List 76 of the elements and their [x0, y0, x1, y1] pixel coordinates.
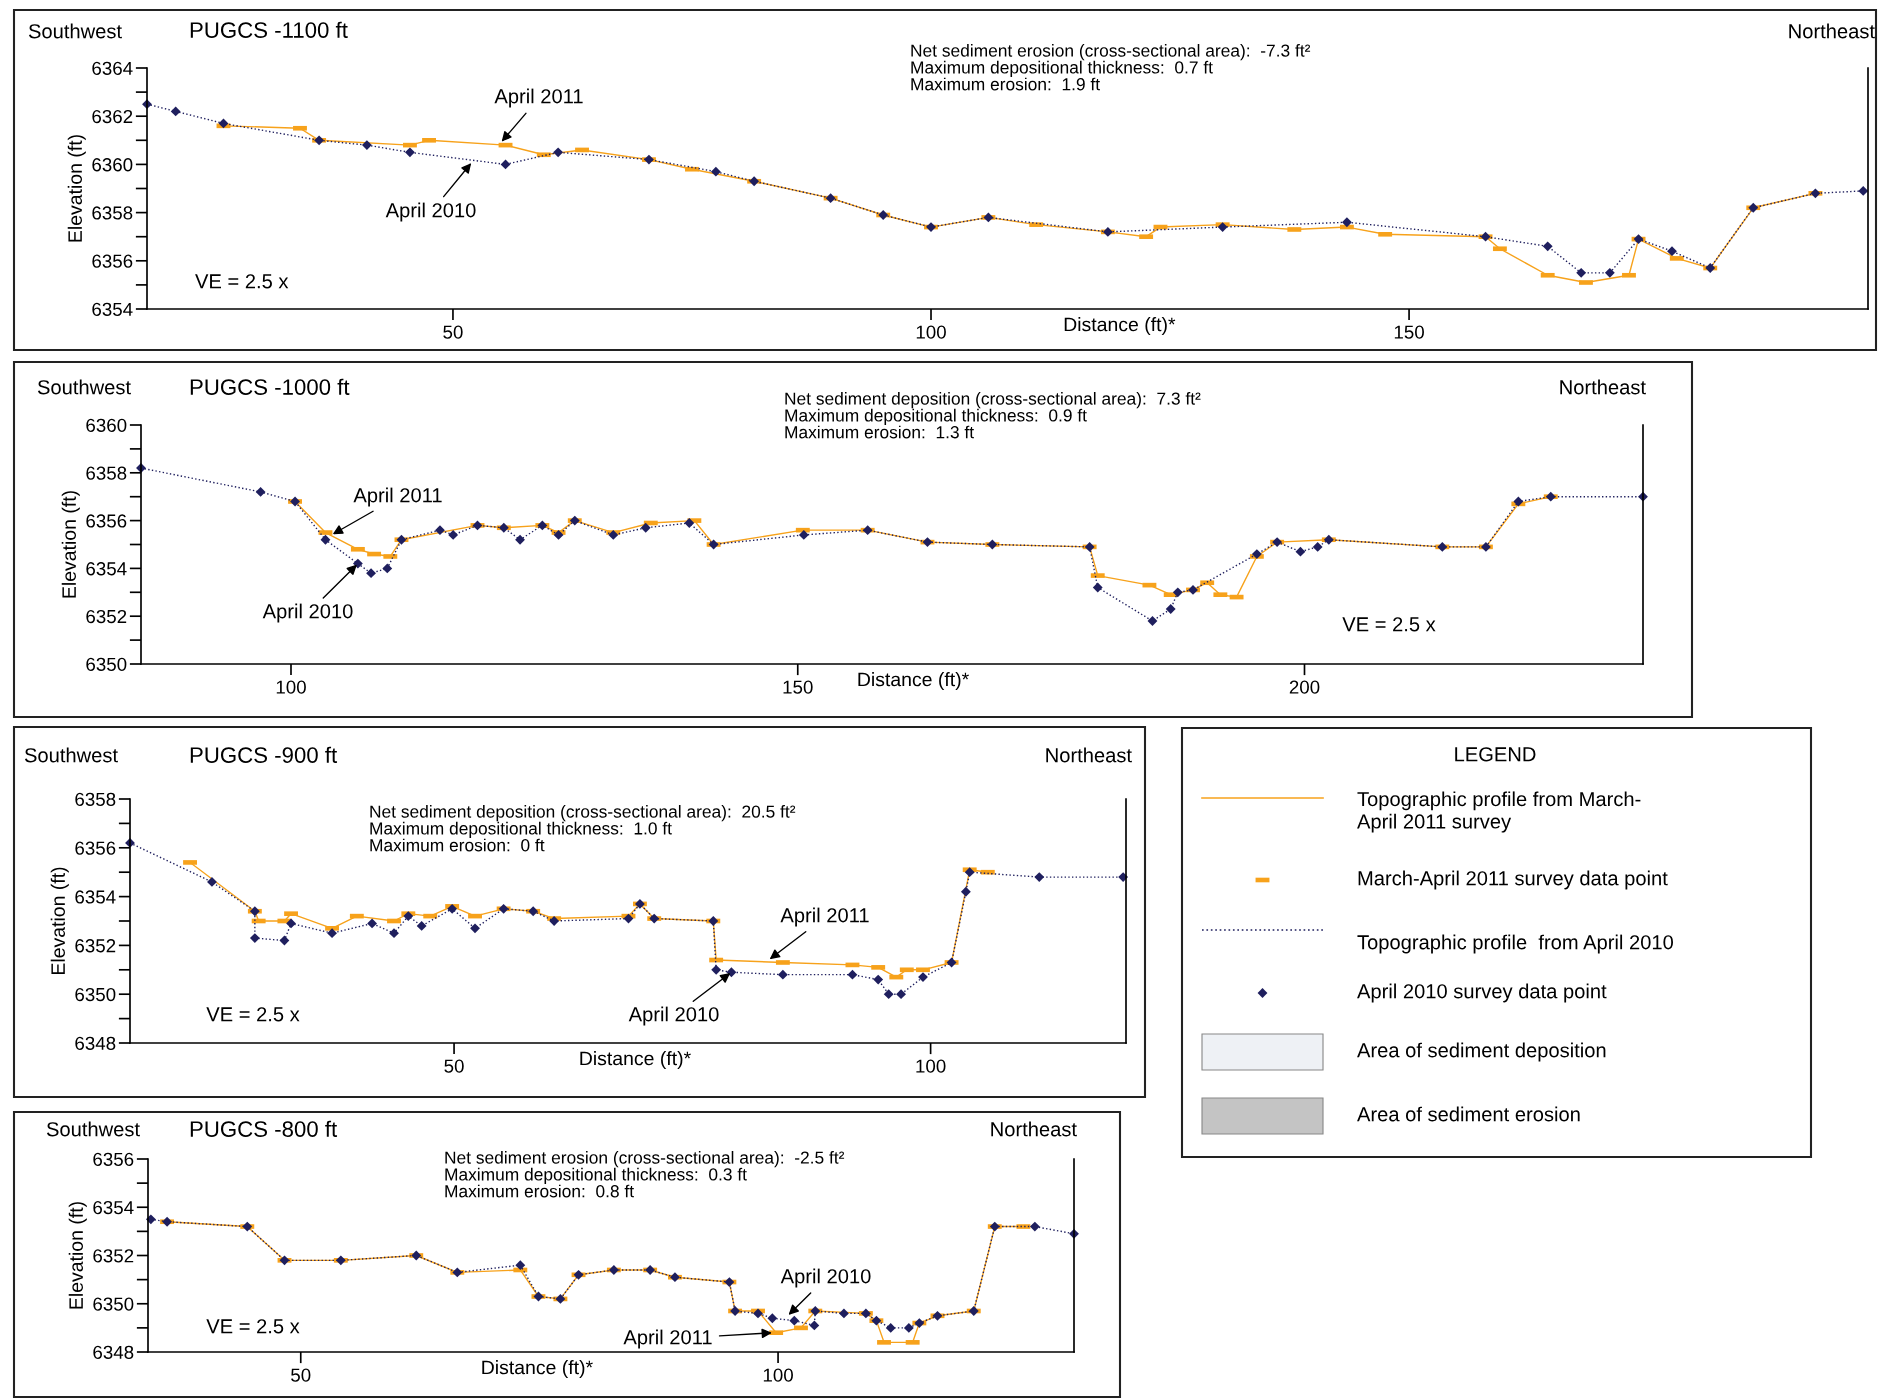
y-tick-label: 6354 — [92, 302, 133, 316]
x-tick-label: 150 — [1394, 325, 1424, 339]
x-axis-title: Distance (ft)* — [1064, 317, 1176, 336]
x-axis-title: Distance (ft)* — [858, 672, 969, 691]
text: Southwest — [28, 23, 122, 39]
y-tick-label: 6354 — [86, 562, 127, 576]
text: Southwest — [37, 379, 131, 395]
text: Topographic profile from March- April 2011 survey — [1357, 791, 1641, 833]
y-tick-label: 6362 — [92, 109, 133, 124]
y-axis-title: Elevation (ft) — [68, 1202, 87, 1309]
annotation: April 2011 — [780, 907, 869, 927]
y-tick-label: 6356 — [75, 841, 116, 855]
text: Area of sediment erosion — [1357, 1106, 1580, 1122]
y-tick-label: 6356 — [92, 254, 133, 268]
y-tick-label: 6358 — [92, 206, 133, 220]
annotation: Net sediment erosion (cross-sectional area): -7.3 ft² Maximum depositional thickness: 0.7 ft Maximum erosion: 1.9 ft — [911, 44, 1311, 91]
text: Southwest — [46, 1121, 140, 1137]
x-tick-label: 100 — [763, 1368, 793, 1382]
y-tick-label: 6356 — [93, 1152, 134, 1166]
x-tick-label: 50 — [443, 325, 463, 339]
text: Area of sediment deposition — [1357, 1042, 1606, 1062]
annotation: April 2010 — [385, 202, 476, 222]
y-tick-label: 6356 — [86, 514, 127, 528]
y-tick-label: 6350 — [75, 987, 116, 1002]
annotation: VE = 2.5 x — [1342, 617, 1436, 632]
text: LEGEND — [1455, 747, 1536, 762]
annotation: VE = 2.5 x — [195, 274, 289, 289]
annotation: VE = 2.5 x — [206, 1007, 300, 1022]
x-tick-label: 50 — [291, 1368, 311, 1382]
text: Northeast — [1046, 747, 1132, 763]
y-axis-title: Elevation (ft) — [61, 491, 80, 598]
x-tick-label: 100 — [276, 680, 306, 694]
x-tick-label: 100 — [916, 325, 946, 339]
y-tick-label: 6360 — [86, 418, 127, 432]
x-tick-label: 200 — [1289, 680, 1320, 694]
annotation: VE = 2.5 x — [206, 1319, 300, 1334]
text: April 2010 survey data point — [1357, 983, 1607, 1003]
y-axis-title: Elevation (ft) — [50, 867, 69, 974]
y-tick-label: 6352 — [93, 1249, 134, 1263]
chart-title: PUGCS -800 ft — [190, 1120, 338, 1137]
annotation: April 2011 — [494, 88, 583, 108]
chart-title: PUGCS -900 ft — [190, 746, 338, 763]
y-tick-label: 6360 — [92, 158, 133, 172]
annotation: April 2010 — [628, 1006, 719, 1026]
text: Northeast — [1560, 379, 1646, 395]
annotation: April 2010 — [262, 603, 353, 623]
text: March-April 2011 survey data point — [1358, 870, 1668, 890]
y-tick-label: 6348 — [75, 1036, 116, 1050]
annotation: April 2011 — [623, 1329, 712, 1349]
annotation: Net sediment deposition (cross-sectional area): 20.5 ft² Maximum depositional thickness: 1.0 ft Maximum erosion: 0 ft — [370, 805, 796, 852]
y-axis-title: Elevation (ft) — [67, 135, 86, 242]
y-tick-label: 6354 — [75, 890, 116, 904]
x-tick-label: 150 — [783, 680, 813, 694]
y-tick-label: 6352 — [75, 939, 116, 953]
annotation: Net sediment deposition (cross-sectional area): 7.3 ft² Maximum depositional thickness: 0.9 ft Maximum erosion: 1.3 ft — [785, 392, 1201, 439]
y-tick-label: 6348 — [93, 1345, 134, 1359]
y-tick-label: 6350 — [93, 1297, 134, 1311]
text: Topographic profile from April 2010 — [1357, 934, 1674, 954]
annotation: April 2011 — [353, 487, 442, 507]
y-tick-label: 6364 — [92, 61, 133, 75]
y-tick-label: 6358 — [86, 466, 127, 480]
x-tick-label: 100 — [916, 1059, 946, 1073]
text: Southwest — [24, 747, 118, 763]
chart-title: PUGCS -1100 ft — [190, 21, 348, 38]
text: Northeast — [1789, 23, 1875, 39]
annotation: April 2010 — [780, 1268, 871, 1288]
annotation: Net sediment erosion (cross-sectional area): -2.5 ft² Maximum depositional thickness: 0.3 ft Maximum erosion: 0.8 ft — [445, 1151, 845, 1198]
x-axis-title: Distance (ft)* — [580, 1051, 691, 1070]
x-axis-title: Distance (ft)* — [482, 1360, 593, 1379]
chart-title: PUGCS -1000 ft — [190, 378, 350, 395]
x-tick-label: 50 — [444, 1059, 464, 1073]
y-tick-label: 6358 — [75, 792, 116, 806]
text: Northeast — [991, 1121, 1077, 1137]
y-tick-label: 6354 — [93, 1200, 134, 1215]
y-tick-label: 6352 — [86, 609, 127, 624]
y-tick-label: 6350 — [86, 657, 127, 671]
